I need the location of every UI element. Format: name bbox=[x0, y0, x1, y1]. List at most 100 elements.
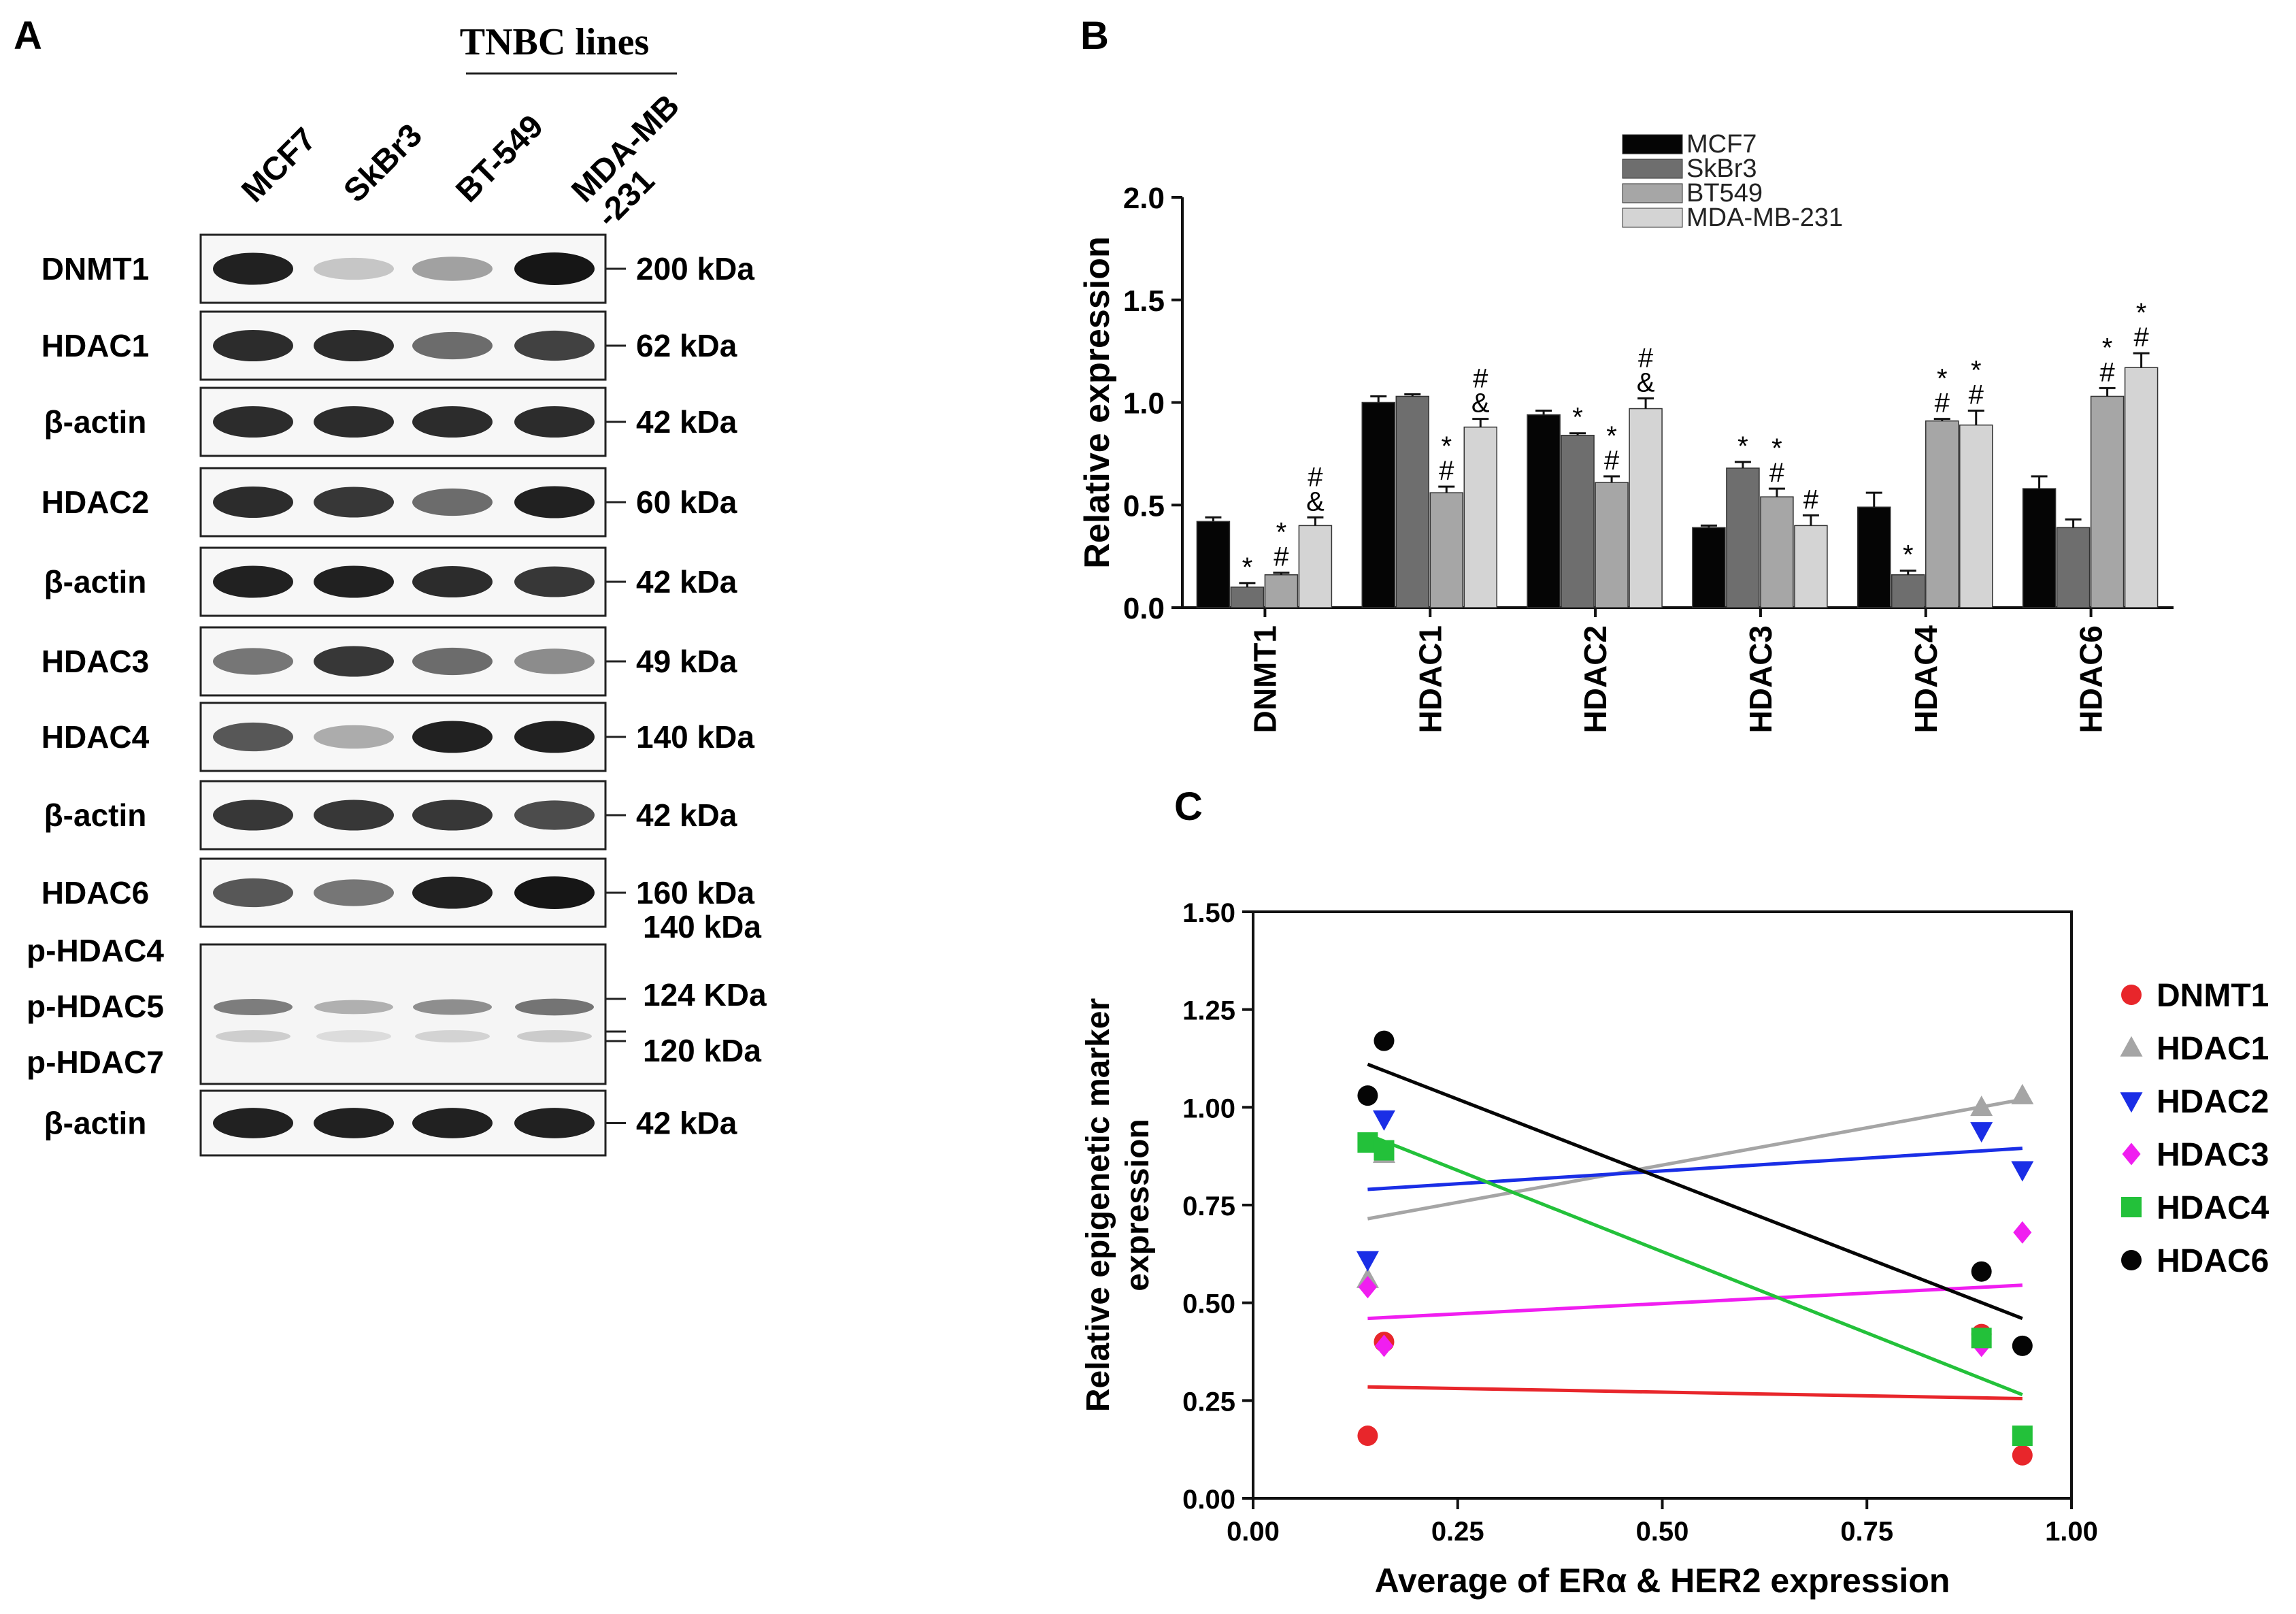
blot-label: HDAC4 bbox=[41, 719, 150, 755]
bar-skbr3-hdac4 bbox=[1891, 574, 1925, 608]
band-6-0 bbox=[213, 722, 293, 752]
x-tick-label: 0.75 bbox=[1840, 1517, 1893, 1547]
band-5-0 bbox=[213, 648, 293, 675]
band-6-2 bbox=[412, 721, 493, 753]
significance-mark: * # bbox=[1604, 421, 1620, 476]
band-3-2 bbox=[412, 488, 493, 516]
lane-label-text: MCF7 bbox=[235, 121, 323, 210]
y-tick-label: 1.0 bbox=[1123, 387, 1165, 421]
point-hdac6-0 bbox=[1357, 1085, 1378, 1106]
point-hdac3-0 bbox=[1358, 1276, 1377, 1299]
legend-swatch bbox=[1622, 208, 1683, 228]
lane-label-0: MCF7 bbox=[235, 121, 323, 210]
blot-size: 49 kDa bbox=[636, 644, 737, 679]
point-hdac1-2 bbox=[1970, 1096, 1993, 1117]
fit-line-hdac3 bbox=[1367, 1283, 2023, 1321]
significance-mark: * # bbox=[2133, 298, 2149, 352]
blot-row-actin: β-actin 42 kDa bbox=[44, 780, 737, 851]
panel-c-scatter-chart: C 0.000.250.500.751.001.251.500.00 0.25 0.… bbox=[1080, 785, 2269, 1600]
blot-row-hdac1: HDAC1 62 kDa bbox=[41, 310, 737, 381]
phospho-label: p-HDAC4 bbox=[27, 933, 164, 968]
significance-mark: # & bbox=[1637, 343, 1655, 397]
bar-skbr3-dnmt1 bbox=[1230, 587, 1265, 608]
bar-mdamb231-hdac1 bbox=[1463, 426, 1497, 608]
bar-bt549-hdac6 bbox=[2090, 395, 2125, 608]
band-5-2 bbox=[412, 647, 493, 676]
phospho-size: 140 kDa bbox=[643, 909, 761, 944]
blot-row-actin: β-actin 42 kDa bbox=[44, 386, 737, 457]
plot-frame bbox=[1252, 910, 2073, 1500]
x-tick-label: 1.00 bbox=[2045, 1517, 2098, 1547]
fit-line-hdac1 bbox=[1367, 1098, 2023, 1221]
band-6-1 bbox=[314, 725, 394, 749]
blot-row-phospho: p-HDAC4 p-HDAC5 p-HDAC7 140 kDa 124 KDa 120 k… bbox=[27, 909, 767, 1085]
bar-mdamb231-dnmt1 bbox=[1298, 525, 1333, 608]
scatter-fit-lines bbox=[1367, 1062, 2023, 1400]
band-last-3 bbox=[514, 1108, 595, 1138]
blot-row-actin: β-actin 42 kDa bbox=[44, 546, 737, 617]
blot-size: 200 kDa bbox=[636, 251, 754, 286]
band-1-0 bbox=[213, 329, 293, 362]
band-last-0 bbox=[213, 1108, 293, 1138]
y-axis-title: Relative expression bbox=[1078, 236, 1117, 568]
bar-skbr3-hdac1 bbox=[1395, 395, 1429, 608]
band-3-1 bbox=[314, 487, 394, 518]
blot-label: HDAC2 bbox=[41, 484, 149, 520]
bar-mdamb231-hdac3 bbox=[1794, 525, 1828, 608]
y-tick-label: 0.0 bbox=[1123, 592, 1165, 625]
y-tick-label: 0.50 bbox=[1182, 1289, 1235, 1319]
legend-label: MCF7 bbox=[1686, 130, 1757, 159]
y-tick-label: 0.5 bbox=[1123, 489, 1165, 523]
blot-label: DNMT1 bbox=[41, 251, 149, 286]
band-1-2 bbox=[412, 331, 493, 360]
legend-marker-hdac3 bbox=[2122, 1142, 2141, 1166]
y-tick-label: 0.75 bbox=[1182, 1191, 1235, 1221]
legend-marker-hdac4 bbox=[2121, 1197, 2142, 1217]
bar-bt549-hdac2 bbox=[1595, 482, 1629, 608]
legend-swatch bbox=[1622, 159, 1683, 179]
significance-mark: * bbox=[1737, 431, 1748, 461]
fit-line-dnmt1 bbox=[1367, 1385, 2023, 1400]
blot-size: 140 kDa bbox=[636, 719, 754, 755]
significance-mark: # bbox=[1803, 484, 1819, 514]
band-1-3 bbox=[514, 330, 595, 361]
significance-mark: * # bbox=[2099, 333, 2115, 387]
band-3-0 bbox=[213, 486, 293, 518]
x-tick-label: 0.25 bbox=[1431, 1517, 1484, 1547]
significance-mark: * # bbox=[1769, 433, 1785, 488]
y-tick-label: 1.25 bbox=[1182, 996, 1235, 1026]
phospho-band-lower-3 bbox=[517, 1030, 592, 1042]
blot-size: 160 kDa bbox=[636, 875, 754, 910]
band-0-3 bbox=[514, 252, 595, 285]
blot-size: 42 kDa bbox=[636, 404, 737, 440]
bar-skbr3-hdac3 bbox=[1726, 467, 1760, 608]
band-1-1 bbox=[314, 329, 394, 362]
significance-mark: # & bbox=[1306, 462, 1325, 516]
x-tick-label: HDAC1 bbox=[1412, 625, 1448, 733]
phospho-size: 120 kDa bbox=[643, 1033, 761, 1068]
bar-skbr3-hdac2 bbox=[1561, 434, 1595, 608]
fit-line-hdac2 bbox=[1367, 1147, 2023, 1191]
band-4-0 bbox=[213, 565, 293, 598]
band-4-1 bbox=[314, 565, 394, 598]
bar-mdamb231-hdac2 bbox=[1629, 408, 1663, 608]
significance-mark: * # bbox=[1969, 356, 1984, 410]
point-hdac2-2 bbox=[1970, 1122, 1993, 1143]
legend-marker-hdac2 bbox=[2120, 1092, 2143, 1113]
bar-mdamb231-hdac6 bbox=[2124, 367, 2159, 608]
lane-label-1: SkBr3 bbox=[337, 117, 429, 210]
band-5-3 bbox=[514, 648, 595, 674]
legend-label: MDA-MB-231 bbox=[1686, 203, 1843, 232]
point-hdac3-1 bbox=[1374, 1334, 1393, 1357]
significance-mark: # & bbox=[1471, 364, 1490, 418]
blot-label: β-actin bbox=[44, 797, 147, 833]
phospho-band-lower-0 bbox=[216, 1030, 290, 1042]
bar-bt549-hdac1 bbox=[1429, 492, 1463, 608]
tnbc-header: TNBC lines bbox=[460, 21, 650, 63]
legend-marker-hdac1 bbox=[2120, 1036, 2143, 1057]
legend-label: BT549 bbox=[1686, 179, 1763, 208]
lane-label-3: MDA-MB-231 bbox=[565, 88, 686, 235]
phospho-band-lower-2 bbox=[415, 1030, 490, 1042]
